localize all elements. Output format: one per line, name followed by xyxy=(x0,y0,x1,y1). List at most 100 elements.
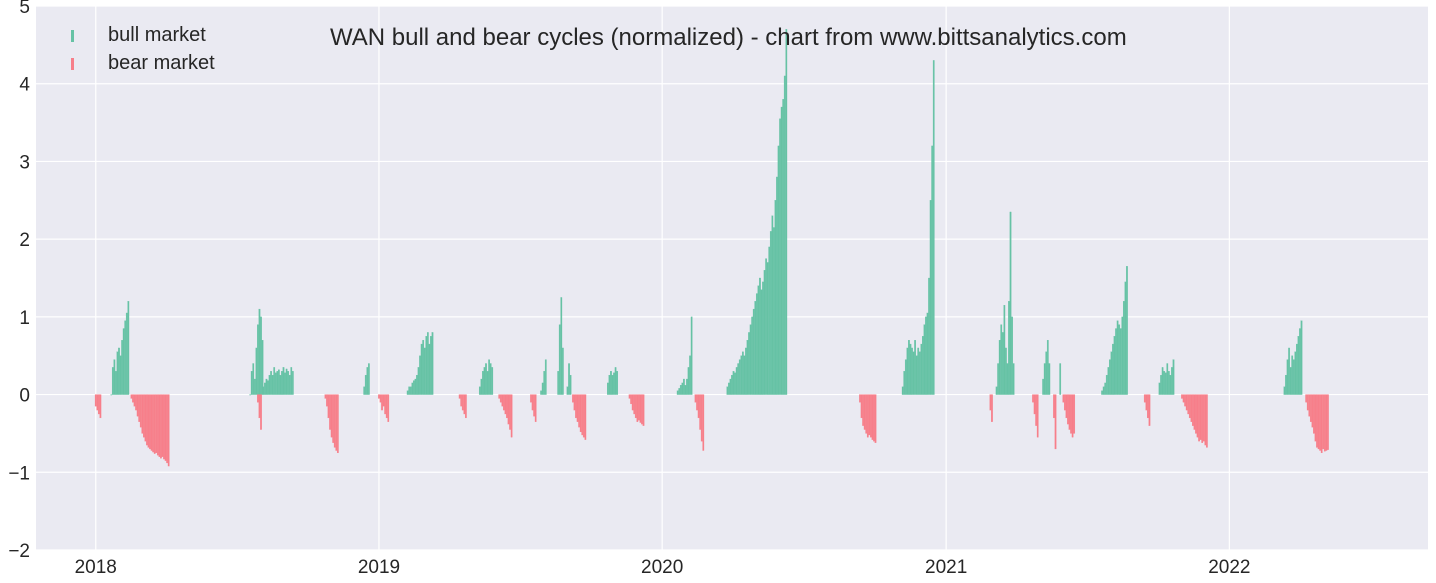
bull-bar xyxy=(409,386,412,395)
bull-bar xyxy=(1169,374,1172,395)
bear-bar xyxy=(1202,394,1205,442)
bull-bar xyxy=(771,215,774,395)
bear-bar xyxy=(460,394,463,407)
bull-bar xyxy=(607,382,609,395)
bull-bar xyxy=(769,231,772,395)
bear-bar xyxy=(581,394,584,436)
bull-bar xyxy=(1158,382,1161,395)
bull-bar xyxy=(909,343,912,395)
bull-bar xyxy=(1003,305,1006,395)
bear-bar xyxy=(1196,394,1199,438)
bull-bar xyxy=(734,372,736,395)
bear-bar xyxy=(1201,394,1204,443)
bear-bar xyxy=(1187,394,1190,415)
bull-bar xyxy=(1006,363,1009,395)
bear-bar xyxy=(163,394,165,460)
bear-bar xyxy=(859,394,861,403)
bull-bar xyxy=(920,343,923,395)
legend-bull-marker xyxy=(71,30,74,42)
bear-bar xyxy=(1182,394,1185,403)
bull-bar xyxy=(271,374,274,395)
bear-bar xyxy=(862,394,864,426)
bull-bar xyxy=(1166,363,1169,395)
bear-bar xyxy=(130,394,133,399)
bull-bar xyxy=(430,336,432,395)
bear-bar xyxy=(164,394,167,461)
bull-bar xyxy=(729,378,732,395)
bull-bar xyxy=(258,308,261,395)
bull-bar xyxy=(113,359,116,395)
bear-bar xyxy=(504,394,507,415)
bear-bar xyxy=(156,394,159,456)
bull-bar xyxy=(282,367,285,395)
bear-bar xyxy=(98,394,100,415)
bull-bar xyxy=(1160,374,1162,395)
bull-bar xyxy=(408,386,411,395)
bull-bar xyxy=(423,347,426,395)
bear-bar xyxy=(633,394,636,415)
bull-bar xyxy=(124,320,127,395)
bull-bar xyxy=(683,378,685,395)
bull-bar xyxy=(255,347,258,395)
bull-bar xyxy=(127,301,130,395)
bear-bar xyxy=(155,394,158,454)
bear-bar xyxy=(1068,394,1071,430)
bull-bar xyxy=(779,118,781,395)
bear-bar xyxy=(330,394,333,438)
bear-bar xyxy=(530,394,532,403)
bull-bar xyxy=(613,372,615,395)
bull-bar xyxy=(478,386,481,395)
bear-bar xyxy=(634,394,637,419)
bull-bar xyxy=(904,359,907,395)
y-tick-label: −2 xyxy=(8,541,30,562)
bear-bar xyxy=(860,394,863,419)
bear-bar xyxy=(630,394,632,405)
bear-bar xyxy=(382,394,385,407)
bull-bar xyxy=(1297,336,1300,395)
bull-bar xyxy=(1294,351,1297,395)
bull-bar xyxy=(684,385,687,395)
bull-bar xyxy=(428,343,431,395)
bull-bar xyxy=(611,374,614,395)
bull-bar xyxy=(260,316,262,395)
bull-bar xyxy=(678,388,681,395)
bear-bar xyxy=(1073,394,1076,434)
bull-bar xyxy=(363,386,366,395)
bull-bar xyxy=(250,371,253,395)
bull-bar xyxy=(922,336,924,395)
bull-bar xyxy=(777,145,780,395)
bear-bar xyxy=(147,394,150,448)
chart-title: WAN bull and bear cycles (normalized) - … xyxy=(330,24,1127,51)
bull-bar xyxy=(915,355,918,395)
bear-bar xyxy=(329,394,331,430)
bear-bar xyxy=(1320,394,1323,454)
legend-bull-label: bull market xyxy=(108,24,206,46)
bull-bar xyxy=(431,332,434,395)
bear-bar xyxy=(324,394,327,399)
bull-bar xyxy=(489,363,492,395)
bear-bar xyxy=(503,394,505,411)
bear-bar xyxy=(1070,394,1072,434)
bull-bar xyxy=(1046,340,1049,395)
bear-bar xyxy=(507,394,510,425)
y-tick-label: 4 xyxy=(19,75,30,96)
bull-bar xyxy=(420,343,423,395)
bull-bar xyxy=(754,301,757,395)
bear-bar xyxy=(461,394,464,411)
bear-bar xyxy=(575,394,577,419)
bear-bar xyxy=(99,394,102,419)
bear-bar xyxy=(257,394,259,403)
bear-bar xyxy=(498,394,501,399)
bear-bar xyxy=(1071,394,1074,438)
bear-bar xyxy=(696,394,698,411)
bull-bar xyxy=(1126,266,1128,395)
bull-bar xyxy=(676,390,679,395)
bull-bar xyxy=(614,367,617,395)
bull-bar xyxy=(1118,324,1121,395)
bear-bar xyxy=(327,394,330,419)
bull-bar xyxy=(544,359,547,395)
bear-bar xyxy=(161,394,164,457)
bear-bar xyxy=(1306,394,1309,411)
bull-bar xyxy=(1172,359,1175,395)
bear-bar xyxy=(1143,394,1146,403)
